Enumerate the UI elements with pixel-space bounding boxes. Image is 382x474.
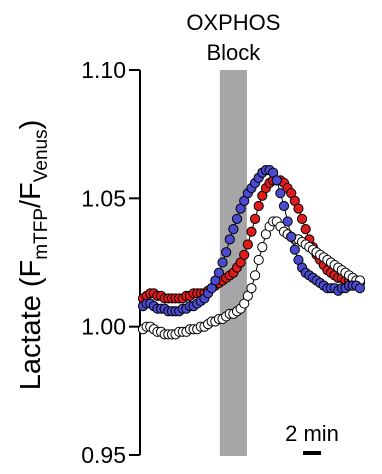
data-point [257,242,268,253]
data-point [217,257,228,268]
data-point [278,200,290,212]
y-tick-label: 1.10 [81,57,126,83]
y-tick-label: 1.00 [81,314,126,340]
data-point [213,267,225,278]
data-point [253,254,264,266]
series-layer [137,165,366,340]
data-point [224,234,235,245]
y-axis-label-denominator-sub: Venus [31,129,52,182]
data-point [275,188,286,199]
data-point [246,283,257,294]
scale-bar-label: 2 min [285,421,339,446]
y-tick-label: 0.95 [81,442,126,468]
y-axis-label-slash: /F [15,182,47,208]
data-point [246,226,257,237]
data-point [300,224,311,235]
data-point [228,224,239,235]
y-axis-label: Lactate (FmTFP/FVenus) [15,120,52,391]
data-point [249,213,261,224]
data-point [286,231,297,242]
y-axis: 0.95 1.00 1.05 1.10 [81,57,141,468]
series-line [142,179,360,299]
data-point [271,175,282,186]
data-point [253,200,264,212]
series-1 [137,216,366,340]
y-axis-label-prefix: Lactate (F [15,260,47,391]
data-point [221,247,232,258]
series-2 [137,165,366,317]
data-point [231,213,243,224]
y-axis-label-suffix: ) [15,120,47,130]
y-axis-label-numerator-sub: mTFP [31,208,52,260]
data-point [249,270,261,281]
data-point [289,244,300,255]
data-point [242,239,253,250]
data-point [293,203,304,214]
data-point [282,216,293,227]
block-annotation-line2: Block [206,40,261,65]
data-point [354,283,366,294]
y-tick-label: 1.05 [81,185,126,211]
block-annotation-line1: OXPHOS [186,10,280,35]
data-point [296,213,308,224]
data-point [239,249,250,260]
